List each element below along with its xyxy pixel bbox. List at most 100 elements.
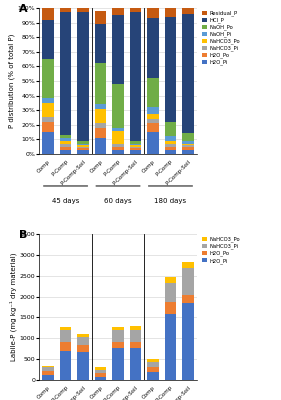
Bar <box>147 132 159 154</box>
Bar <box>130 148 141 150</box>
Text: B: B <box>19 230 27 240</box>
Bar <box>130 150 141 154</box>
Bar <box>130 144 141 145</box>
Bar <box>147 78 159 107</box>
Bar <box>112 150 124 154</box>
Bar <box>130 12 141 141</box>
Bar <box>77 141 89 144</box>
Bar <box>95 24 106 64</box>
Bar <box>165 122 176 136</box>
Bar <box>77 352 89 380</box>
Bar <box>147 8 159 18</box>
Bar <box>60 144 71 146</box>
Y-axis label: Labile-P (mg kg⁻¹ dry material): Labile-P (mg kg⁻¹ dry material) <box>9 253 17 361</box>
Bar <box>60 150 71 154</box>
Bar <box>147 18 159 78</box>
Text: 60 days: 60 days <box>104 198 132 204</box>
Bar <box>95 368 106 370</box>
Bar <box>95 370 106 373</box>
Bar <box>147 362 159 367</box>
Bar <box>182 268 194 295</box>
Bar <box>77 8 89 12</box>
Bar <box>112 130 124 144</box>
Bar <box>112 342 124 348</box>
Bar <box>42 122 54 132</box>
Bar <box>112 327 124 330</box>
Bar <box>60 141 71 144</box>
Bar <box>182 134 194 141</box>
Bar <box>165 144 176 146</box>
Bar <box>77 345 89 352</box>
Bar <box>95 104 106 109</box>
Bar <box>147 367 159 372</box>
Bar <box>130 348 141 380</box>
Bar <box>42 20 54 59</box>
Bar <box>77 148 89 150</box>
Bar <box>165 283 176 302</box>
Bar <box>77 144 89 145</box>
Bar <box>95 373 106 377</box>
Bar <box>182 14 194 134</box>
Bar <box>165 314 176 380</box>
Bar <box>77 12 89 141</box>
Text: 180 days: 180 days <box>155 198 187 204</box>
Bar <box>147 119 159 123</box>
Bar <box>42 59 54 98</box>
Bar <box>130 8 141 12</box>
Bar <box>77 334 89 338</box>
Bar <box>182 145 194 146</box>
Bar <box>130 326 141 330</box>
Bar <box>112 84 124 128</box>
Bar <box>130 330 141 342</box>
Bar <box>182 141 194 144</box>
Bar <box>147 123 159 132</box>
Bar <box>95 11 106 24</box>
Bar <box>182 262 194 268</box>
Bar <box>42 371 54 375</box>
Bar <box>42 132 54 154</box>
Bar <box>95 138 106 154</box>
Bar <box>130 146 141 148</box>
Bar <box>42 366 54 368</box>
Bar <box>112 330 124 342</box>
Bar <box>60 342 71 351</box>
Bar <box>130 145 141 146</box>
Bar <box>182 303 194 380</box>
Bar <box>42 375 54 380</box>
Bar <box>95 123 106 128</box>
Bar <box>147 107 159 114</box>
Bar <box>60 138 71 141</box>
Bar <box>147 114 159 119</box>
Bar <box>165 8 176 17</box>
Bar <box>165 150 176 154</box>
Bar <box>42 118 54 122</box>
Bar <box>42 8 54 20</box>
Bar <box>112 348 124 380</box>
Bar <box>147 372 159 380</box>
Bar <box>182 8 194 14</box>
Bar <box>60 8 71 12</box>
Bar <box>60 327 71 330</box>
Bar <box>112 8 124 15</box>
Bar <box>165 136 176 141</box>
Bar <box>60 330 71 342</box>
Bar <box>42 103 54 118</box>
Bar <box>112 128 124 130</box>
Bar <box>182 144 194 145</box>
Text: 45 days: 45 days <box>52 198 79 204</box>
Bar <box>60 146 71 150</box>
Bar <box>130 141 141 144</box>
Bar <box>95 109 106 123</box>
Bar <box>42 368 54 371</box>
Bar <box>147 359 159 362</box>
Bar <box>165 146 176 150</box>
Bar <box>112 144 124 146</box>
Bar <box>165 17 176 122</box>
Bar <box>95 377 106 380</box>
Bar <box>182 295 194 303</box>
Bar <box>60 12 71 135</box>
Bar <box>165 141 176 144</box>
Bar <box>60 351 71 380</box>
Text: A: A <box>19 4 28 14</box>
Bar <box>182 150 194 154</box>
